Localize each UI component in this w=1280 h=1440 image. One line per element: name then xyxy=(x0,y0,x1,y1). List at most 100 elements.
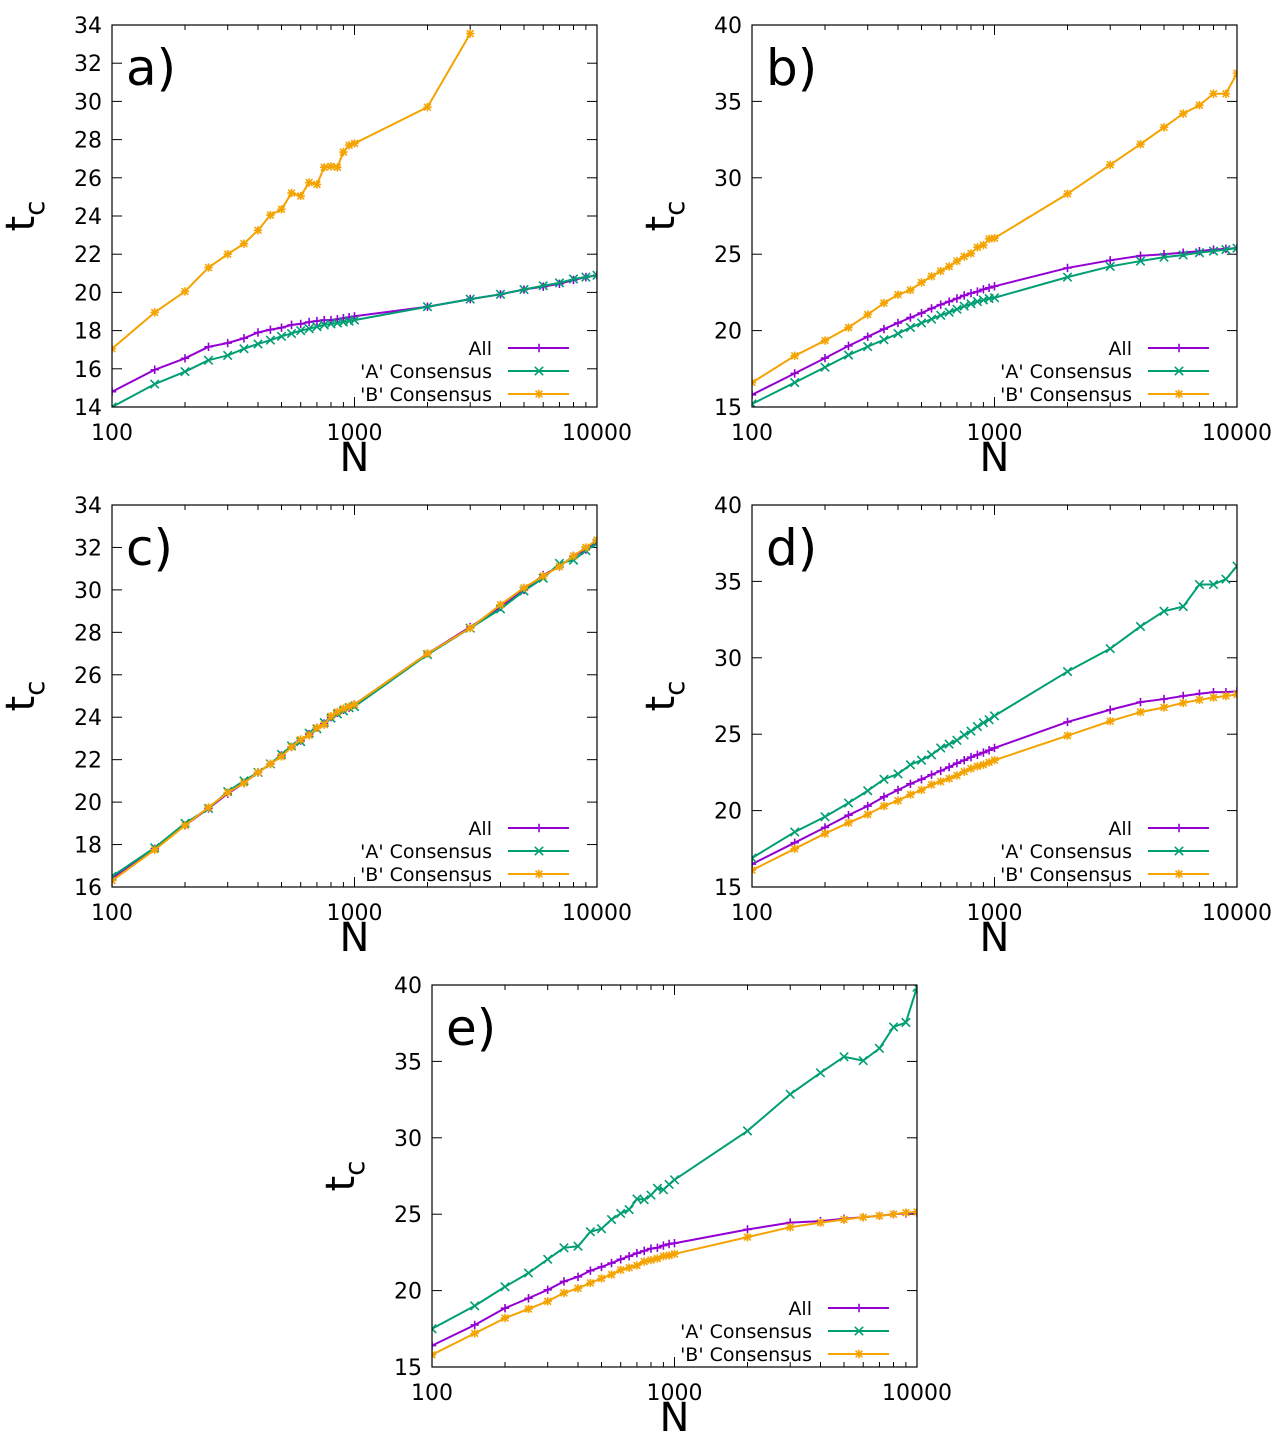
data-point-a-consensus xyxy=(839,1052,849,1062)
data-point-b-consensus xyxy=(569,551,578,561)
data-point-a-consensus xyxy=(568,274,579,284)
legend-label-all: All xyxy=(1108,818,1132,840)
data-point-b-consensus xyxy=(277,752,286,761)
data-point-all xyxy=(1136,251,1145,260)
y-tick-label: 30 xyxy=(74,579,102,604)
data-point-a-consensus xyxy=(820,811,830,822)
y-tick-label: 18 xyxy=(74,320,102,345)
data-point-a-consensus xyxy=(495,289,506,300)
data-point-all xyxy=(1063,717,1072,727)
data-point-all xyxy=(1195,246,1204,256)
data-point-a-consensus xyxy=(893,769,903,779)
data-point-all xyxy=(973,750,982,760)
data-point-b-consensus xyxy=(320,163,329,172)
data-point-b-consensus xyxy=(326,162,336,171)
data-point-all xyxy=(906,779,915,789)
plot-frame xyxy=(111,24,598,408)
y-tick-label: 22 xyxy=(74,749,102,774)
x-axis-label: N xyxy=(980,915,1010,961)
data-point-all xyxy=(607,1258,616,1268)
series-line-all xyxy=(752,247,1237,396)
data-point-b-consensus xyxy=(936,777,945,786)
series-line-b-consensus xyxy=(752,72,1237,384)
data-point-all xyxy=(470,1320,479,1330)
y-tick-label: 20 xyxy=(74,281,102,306)
series-line-a-consensus xyxy=(752,565,1237,859)
y-tick-label: 30 xyxy=(74,90,102,115)
plot-frame xyxy=(751,24,1238,408)
data-point-b-consensus xyxy=(1179,698,1188,708)
series-line-all xyxy=(432,1211,917,1347)
data-point-b-consensus xyxy=(223,788,232,797)
panel-label: b) xyxy=(766,39,817,97)
data-point-b-consensus xyxy=(646,1255,656,1265)
data-point-all xyxy=(204,342,213,352)
data-point-b-consensus xyxy=(581,543,591,552)
data-point-b-consensus xyxy=(875,1211,884,1220)
data-point-b-consensus xyxy=(790,844,799,853)
legend-marker-all xyxy=(534,343,544,353)
series-line-a-consensus xyxy=(112,274,597,407)
data-point-b-consensus xyxy=(790,351,799,361)
y-tick-label: 14 xyxy=(74,396,102,421)
data-point-all xyxy=(180,354,190,363)
data-point-b-consensus xyxy=(519,583,529,592)
data-point-a-consensus xyxy=(559,1243,569,1253)
data-point-b-consensus xyxy=(952,256,962,266)
y-tick-label: 32 xyxy=(74,52,102,77)
data-point-all xyxy=(432,1341,437,1350)
data-point-a-consensus xyxy=(926,750,937,760)
data-point-all xyxy=(844,810,853,820)
legend-marker-a-consensus xyxy=(1174,366,1184,376)
y-axis-label: tc xyxy=(0,200,51,231)
data-point-a-consensus xyxy=(912,985,917,993)
data-point-b-consensus xyxy=(906,285,915,295)
plot-frame xyxy=(751,504,1238,888)
data-point-b-consensus xyxy=(863,310,872,319)
data-point-a-consensus xyxy=(966,726,976,736)
y-tick-label: 32 xyxy=(74,536,102,561)
data-point-b-consensus xyxy=(786,1222,795,1232)
data-point-all xyxy=(659,1241,668,1250)
data-point-b-consensus xyxy=(990,233,999,243)
data-point-b-consensus xyxy=(966,249,976,258)
data-point-a-consensus xyxy=(615,1208,626,1219)
data-point-a-consensus xyxy=(581,272,591,282)
x-tick-label: 100 xyxy=(91,901,133,926)
data-point-b-consensus xyxy=(1136,139,1145,149)
data-point-a-consensus xyxy=(1062,666,1073,677)
data-point-a-consensus xyxy=(984,714,994,725)
data-point-a-consensus xyxy=(1221,574,1231,584)
y-tick-label: 20 xyxy=(714,800,742,825)
data-point-all xyxy=(670,1239,679,1248)
data-point-all xyxy=(277,323,286,332)
x-tick-label: 100 xyxy=(731,421,773,446)
x-tick-label: 1000 xyxy=(327,901,383,926)
data-point-a-consensus xyxy=(592,270,597,280)
data-point-all xyxy=(632,1248,642,1258)
data-point-all xyxy=(844,341,853,351)
data-point-all xyxy=(952,759,962,768)
y-tick-label: 25 xyxy=(714,723,742,748)
plot-area xyxy=(432,985,917,1359)
panel-label: c) xyxy=(126,519,173,577)
data-point-a-consensus xyxy=(959,730,969,740)
x-tick-label: 10000 xyxy=(882,1381,952,1406)
data-point-all xyxy=(879,792,889,802)
data-point-all xyxy=(944,762,954,772)
data-point-b-consensus xyxy=(466,29,475,38)
data-point-all xyxy=(863,332,872,341)
data-point-b-consensus xyxy=(640,1257,649,1266)
data-point-b-consensus xyxy=(1106,160,1115,170)
legend-label-a-consensus: 'A' Consensus xyxy=(1000,361,1132,383)
data-point-b-consensus xyxy=(944,262,954,271)
data-point-all xyxy=(984,283,994,293)
data-point-a-consensus xyxy=(862,785,873,796)
x-tick-label: 1000 xyxy=(327,421,383,446)
data-point-a-consensus xyxy=(820,362,830,373)
data-point-a-consensus xyxy=(905,759,916,770)
data-point-b-consensus xyxy=(859,1213,868,1222)
y-tick-label: 34 xyxy=(74,494,102,519)
legend-label-a-consensus: 'A' Consensus xyxy=(1000,841,1132,863)
series-line-b-consensus xyxy=(432,1210,917,1356)
